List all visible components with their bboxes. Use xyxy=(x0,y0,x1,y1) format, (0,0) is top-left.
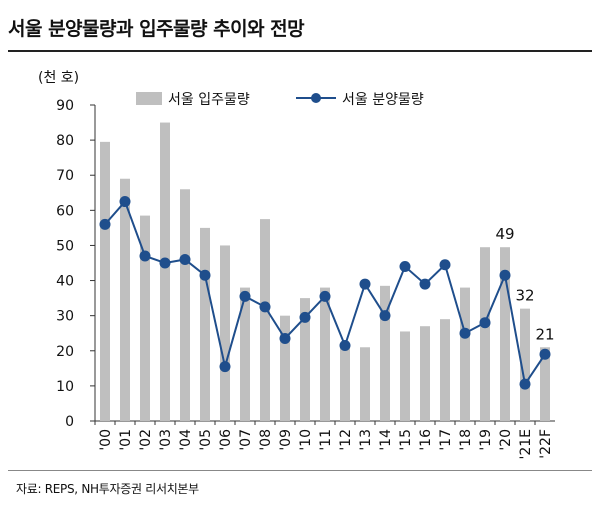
point-'13 xyxy=(359,278,371,290)
x-tick-label: '03 xyxy=(158,429,174,451)
title-divider xyxy=(8,50,592,52)
point-'19 xyxy=(479,317,491,329)
x-tick-label: '22F xyxy=(538,429,554,459)
y-tick-label: 0 xyxy=(65,414,74,430)
x-tick-label: '11 xyxy=(318,429,334,451)
x-tick-label: '17 xyxy=(438,429,454,451)
point-'06 xyxy=(219,361,231,373)
bar-'22F xyxy=(540,347,550,421)
x-tick-label: '07 xyxy=(238,429,254,451)
bar-'18 xyxy=(460,287,470,421)
x-tick-label: '05 xyxy=(198,429,214,451)
x-tick-label: '01 xyxy=(118,429,134,451)
point-'03 xyxy=(159,257,171,269)
bar-'06 xyxy=(220,245,230,421)
y-tick-label: 20 xyxy=(56,344,74,360)
point-'00 xyxy=(99,218,111,230)
point-'14 xyxy=(379,310,391,322)
y-tick-label: 10 xyxy=(56,379,74,395)
x-tick-label: '21E xyxy=(518,429,534,460)
legend-swatch-bar xyxy=(136,92,162,105)
x-tick-label: '06 xyxy=(218,429,234,451)
bar-'16 xyxy=(420,326,430,421)
bar-'14 xyxy=(380,285,390,421)
point-'18 xyxy=(459,327,471,339)
bar-'19 xyxy=(480,247,490,421)
x-tick-label: '15 xyxy=(398,429,414,451)
bar-'07 xyxy=(240,287,250,421)
source-note: 자료: REPS, NH투자증권 리서치본부 xyxy=(16,482,199,496)
legend-label-bar: 서울 입주물량 xyxy=(168,92,250,108)
point-'12 xyxy=(339,340,351,352)
x-tick-label: '12 xyxy=(338,429,354,451)
y-tick-label: 40 xyxy=(56,274,74,290)
y-tick-label: 60 xyxy=(56,203,74,219)
point-'16 xyxy=(419,278,431,290)
bar-'03 xyxy=(160,122,170,422)
x-tick-label: '13 xyxy=(358,429,374,451)
point-'17 xyxy=(439,259,451,271)
bar-'10 xyxy=(300,298,310,421)
bar-'00 xyxy=(100,141,110,421)
x-tick-label: '04 xyxy=(178,429,194,451)
bar-'09 xyxy=(280,315,290,421)
point-'04 xyxy=(179,253,191,265)
data-label-'21E: 32 xyxy=(515,287,534,305)
source-divider xyxy=(8,470,592,471)
bar-'17 xyxy=(440,319,450,421)
x-tick-label: '20 xyxy=(498,429,514,451)
point-'11 xyxy=(319,290,331,302)
data-label-'20: 49 xyxy=(495,225,514,243)
point-'22F xyxy=(539,348,551,360)
point-'09 xyxy=(279,332,291,344)
bar-'13 xyxy=(360,347,370,421)
point-'05 xyxy=(199,269,211,281)
x-tick-label: '10 xyxy=(298,429,314,451)
legend-swatch-marker xyxy=(311,93,321,103)
x-tick-label: '19 xyxy=(478,429,494,451)
point-'10 xyxy=(299,311,311,323)
point-'02 xyxy=(139,250,151,262)
bar-'05 xyxy=(200,227,210,421)
bar-'11 xyxy=(320,287,330,421)
y-tick-label: 90 xyxy=(56,98,74,114)
bar-'02 xyxy=(140,215,150,421)
x-tick-label: '00 xyxy=(98,429,114,451)
point-'20 xyxy=(499,269,511,281)
data-label-'22F: 21 xyxy=(535,325,554,343)
bar-'12 xyxy=(340,343,350,421)
chart-title: 서울 분양물량과 입주물량 추이와 전망 xyxy=(8,18,305,40)
bar-'08 xyxy=(260,219,270,421)
point-'01 xyxy=(119,196,131,208)
bar-'04 xyxy=(180,189,190,421)
y-tick-label: 50 xyxy=(56,238,74,254)
point-'15 xyxy=(399,261,411,273)
y-tick-label: 70 xyxy=(56,168,74,184)
x-tick-label: '08 xyxy=(258,429,274,451)
point-'08 xyxy=(259,301,271,313)
bar-'15 xyxy=(400,331,410,421)
point-'07 xyxy=(239,290,251,302)
bar-'20 xyxy=(500,247,510,421)
point-'21E xyxy=(519,378,531,390)
chart-canvas: (천 호) 0 10 20 30 40 50 60 70 80 90 '00'01'02'03'04… xyxy=(38,70,555,460)
y-axis-unit: (천 호) xyxy=(38,70,79,86)
bar-'01 xyxy=(120,178,130,421)
x-tick-label: '18 xyxy=(458,429,474,451)
x-tick-label: '16 xyxy=(418,429,434,451)
bar-'21E xyxy=(520,308,530,421)
x-tick-label: '02 xyxy=(138,429,154,451)
x-tick-label: '09 xyxy=(278,429,294,451)
y-tick-label: 80 xyxy=(56,133,74,149)
x-tick-label: '14 xyxy=(378,429,394,451)
legend-label-line: 서울 분양물량 xyxy=(342,92,424,108)
y-tick-label: 30 xyxy=(56,309,74,325)
